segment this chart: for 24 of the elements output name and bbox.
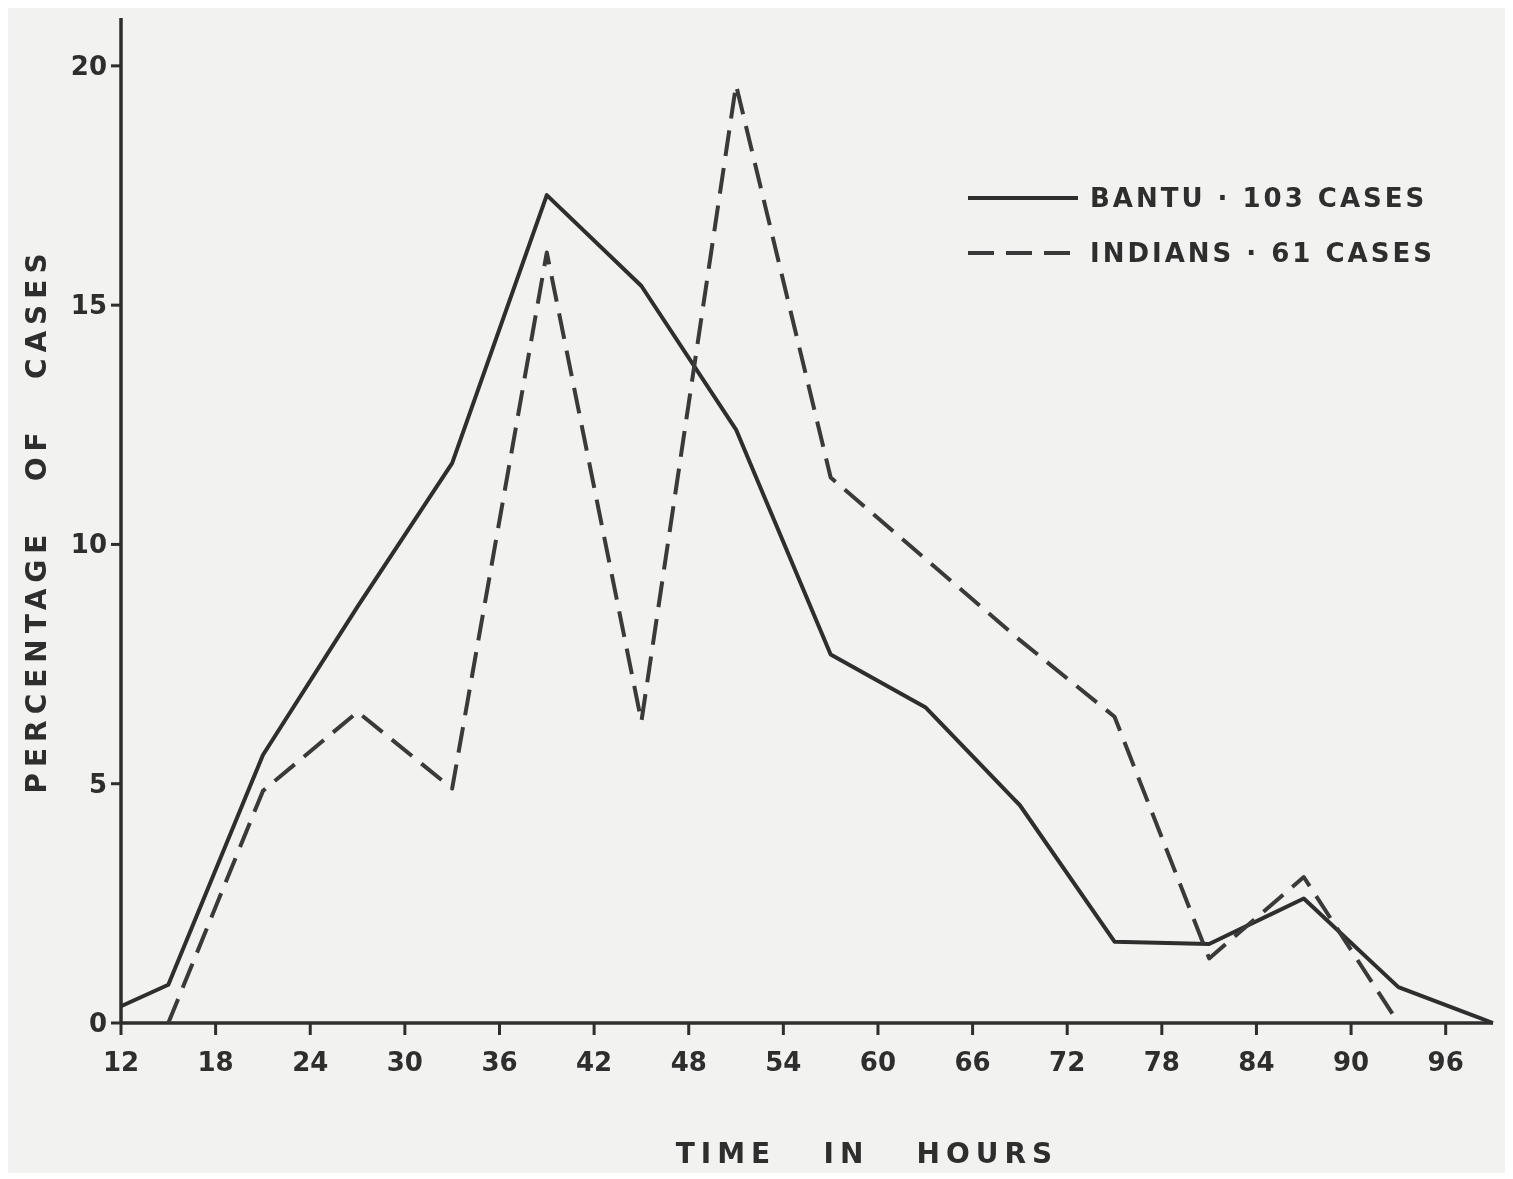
legend-label: INDIANS · 61 CASES	[1090, 238, 1435, 268]
y-tick-label: 20	[70, 50, 107, 81]
y-tick-label: 15	[70, 290, 107, 321]
x-tick-label: 30	[386, 1047, 423, 1077]
x-tick-label: 84	[1238, 1047, 1275, 1077]
y-tick-label: 0	[88, 1008, 107, 1038]
y-tick-label: 10	[70, 529, 107, 560]
x-tick-label: 72	[1049, 1047, 1086, 1077]
x-tick-label: 18	[197, 1047, 234, 1077]
x-tick-label: 90	[1332, 1047, 1370, 1077]
x-axis-title: TIME IN HOURS	[675, 1137, 1059, 1170]
x-tick-label: 66	[954, 1047, 991, 1077]
x-tick-label: 54	[765, 1047, 802, 1077]
x-tick-label: 42	[576, 1047, 613, 1077]
x-tick-label: 48	[670, 1047, 707, 1077]
y-axis-title: PERCENTAGE OF CASES	[20, 247, 53, 794]
x-tick-label: 12	[102, 1047, 140, 1077]
legend-label: BANTU · 103 CASES	[1090, 183, 1428, 213]
x-tick-label: 78	[1143, 1047, 1180, 1077]
x-tick-label: 36	[481, 1047, 518, 1077]
x-tick-label: 60	[859, 1047, 897, 1077]
x-tick-label: 24	[292, 1047, 329, 1077]
y-tick-label: 5	[88, 768, 107, 799]
x-tick-label: 96	[1427, 1047, 1464, 1077]
